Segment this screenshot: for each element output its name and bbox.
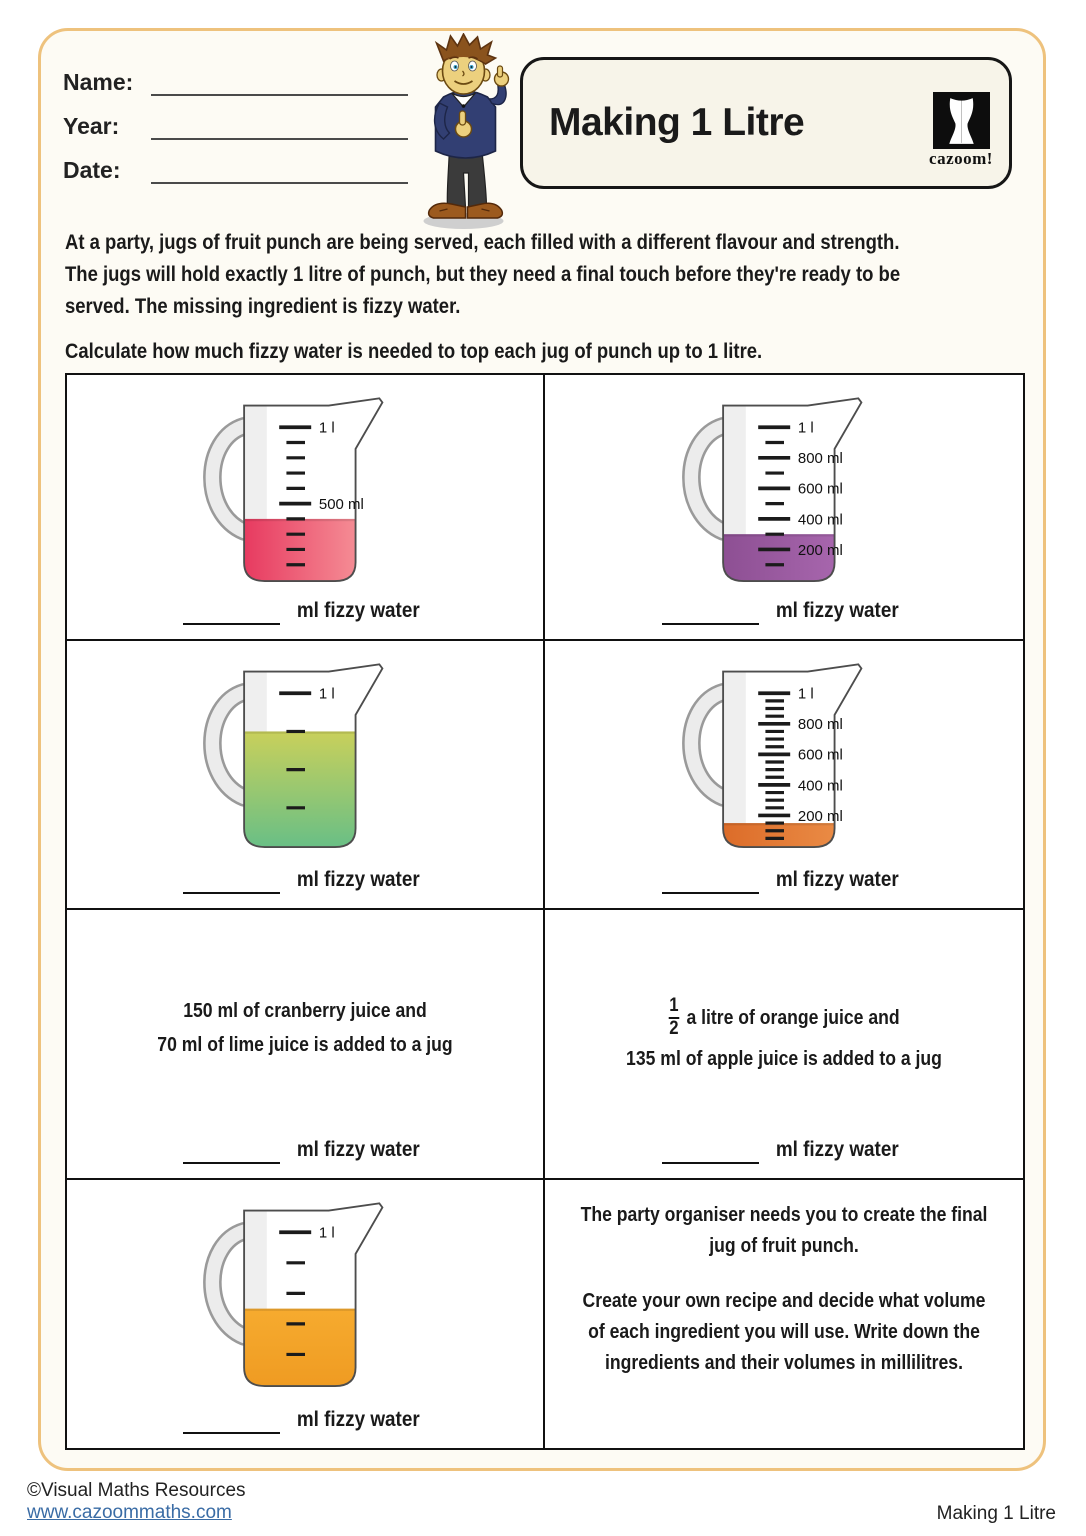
svg-text:1 l: 1 l [798,686,814,703]
problem-cell-4: 1 l 800 ml 600 ml 400 ml 200 ml ml fizzy wat… [545,641,1023,910]
boy-character-illustration [393,32,538,233]
answer-blank-line [662,595,760,625]
answer-blank-line [662,1134,760,1164]
problem-text-line: a litre of orange juice and [686,1006,900,1029]
problem-cell-3: 1 l ml fizzy water [67,641,545,910]
answer-blank-line [183,1404,281,1434]
year-field-row: Year: [63,113,408,140]
date-field-row: Date: [63,157,408,184]
problem-text-line: 150 ml of cranberry juice and [183,1000,427,1022]
footer-worksheet-title: Making 1 Litre [936,1503,1056,1524]
svg-text:600 ml: 600 ml [798,481,843,498]
copyright-text: ©Visual Maths Resources [27,1480,246,1501]
title-box: Making 1 Litre cazoom! [520,57,1012,189]
answer-row: ml fizzy water [545,595,1023,626]
answer-label: ml fizzy water [297,1408,420,1431]
name-label: Name: [63,69,134,95]
problem-grid: 1 l 500 ml ml fizzy water 1 l 800 ml 600 ml… [65,373,1025,1450]
intro-text: At a party, jugs of fruit punch are bein… [65,227,1051,368]
answer-label: ml fizzy water [776,599,899,622]
problem-text-line: 135 ml of apple juice is added to a jug [626,1048,942,1070]
problem-cell-1: 1 l 500 ml ml fizzy water [67,375,545,641]
cazoom-drum-icon [932,92,990,149]
name-field-row: Name: [63,69,408,96]
answer-label: ml fizzy water [776,868,899,891]
svg-text:1 l: 1 l [319,686,335,703]
answer-blank-line [183,1134,281,1164]
year-blank-line [151,114,408,140]
answer-row: ml fizzy water [67,1134,543,1165]
svg-text:1 l: 1 l [798,420,814,437]
instruction-line: ingredients and their volumes in millili… [605,1352,963,1374]
svg-text:1 l: 1 l [319,1225,335,1242]
year-label: Year: [63,113,120,139]
instruction-line: Create your own recipe and decide what v… [582,1290,986,1312]
answer-blank-line [183,595,281,625]
intro-line: served. The missing ingredient is fizzy … [65,295,461,318]
svg-text:200 ml: 200 ml [798,808,843,825]
task-instruction: Calculate how much fizzy water is needed… [65,340,763,363]
boy-character-svg [423,32,510,229]
svg-text:800 ml: 800 ml [798,716,843,733]
name-blank-line [151,70,408,96]
answer-row: ml fizzy water [67,595,543,626]
problem-cell-5: 150 ml of cranberry juice and 70 ml of l… [67,910,545,1180]
answer-label: ml fizzy water [297,1138,420,1161]
cazoom-wordmark: cazoom! [929,149,993,168]
svg-text:600 ml: 600 ml [798,747,843,764]
problem-cell-7: 1 l ml fizzy water [67,1180,545,1448]
cazoom-logo: cazoom! [923,92,999,169]
instruction-line: of each ingredient you will use. Write d… [588,1321,980,1343]
measuring-jug-amber: 1 l [203,1202,384,1387]
date-blank-line [151,158,408,184]
intro-line: The jugs will hold exactly 1 litre of pu… [65,263,901,286]
problem-cell-2: 1 l 800 ml 600 ml 400 ml 200 ml ml fizzy wat… [545,375,1023,641]
measuring-jug-purple: 1 l 800 ml 600 ml 400 ml 200 ml [682,397,863,582]
website-link[interactable]: www.cazoommaths.com [27,1502,232,1523]
svg-text:400 ml: 400 ml [798,511,843,528]
instruction-line: jug of fruit punch. [709,1235,859,1257]
one-half-fraction: 1 2 [668,995,680,1039]
problem-cell-6: 1 2 a litre of orange juice and 135 ml o… [545,910,1023,1180]
answer-row: ml fizzy water [67,864,543,895]
svg-text:400 ml: 400 ml [798,777,843,794]
answer-label: ml fizzy water [776,1138,899,1161]
page-title: Making 1 Litre [549,101,805,144]
svg-text:800 ml: 800 ml [798,450,843,467]
measuring-jug-pink: 1 l 500 ml [203,397,384,582]
date-label: Date: [63,157,121,183]
answer-label: ml fizzy water [297,599,420,622]
measuring-jug-green: 1 l [203,663,384,848]
answer-row: ml fizzy water [545,1134,1023,1165]
svg-text:200 ml: 200 ml [798,542,843,559]
problem-cell-8: The party organiser needs you to create … [545,1180,1023,1448]
answer-label: ml fizzy water [297,868,420,891]
svg-text:500 ml: 500 ml [319,496,364,513]
answer-blank-line [662,864,760,894]
answer-blank-line [183,864,281,894]
problem-text-line-with-fraction: 1 2 a litre of orange juice and [574,994,995,1042]
problem-text-line: 70 ml of lime juice is added to a jug [157,1034,453,1056]
instruction-line: The party organiser needs you to create … [580,1204,988,1226]
answer-row: ml fizzy water [67,1404,543,1435]
measuring-jug-orange: 1 l 800 ml 600 ml 400 ml 200 ml [682,663,863,848]
intro-line: At a party, jugs of fruit punch are bein… [65,231,900,254]
answer-row: ml fizzy water [545,864,1023,895]
worksheet-sheet: Name: Year: Date: [38,28,1046,1471]
student-fields: Name: Year: Date: [63,69,408,201]
svg-text:1 l: 1 l [319,420,335,437]
footer-left: ©Visual Maths Resources www.cazoommaths.… [27,1480,246,1524]
